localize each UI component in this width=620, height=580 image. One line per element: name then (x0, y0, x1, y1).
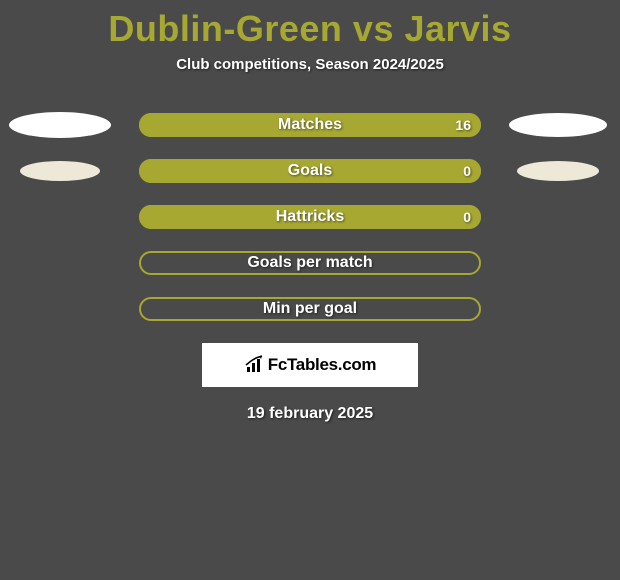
left-oval-icon (9, 112, 111, 138)
stat-value: 0 (463, 159, 471, 183)
stat-row: Matches16 (0, 113, 620, 137)
stat-row: Goals0 (0, 159, 620, 183)
subtitle: Club competitions, Season 2024/2025 (0, 56, 620, 73)
stat-row: Hattricks0 (0, 205, 620, 229)
attribution-box: FcTables.com (202, 343, 418, 387)
stat-value: 16 (455, 113, 471, 137)
title-right: Jarvis (404, 8, 511, 49)
chart-area: Matches16Goals0Hattricks0Goals per match… (0, 113, 620, 321)
stat-bar: Matches16 (139, 113, 481, 137)
stat-bar: Goals per match (139, 251, 481, 275)
stat-label: Goals per match (139, 251, 481, 275)
right-oval-icon (517, 161, 599, 181)
stat-bar: Min per goal (139, 297, 481, 321)
title-left: Dublin-Green (108, 8, 342, 49)
title-vs: vs (342, 8, 404, 49)
stat-label: Matches (139, 113, 481, 137)
stat-label: Hattricks (139, 205, 481, 229)
stat-label: Min per goal (139, 297, 481, 321)
left-oval-icon (20, 161, 100, 181)
stat-bar: Goals0 (139, 159, 481, 183)
stat-bar: Hattricks0 (139, 205, 481, 229)
chart-icon (244, 355, 266, 375)
attribution-logo: FcTables.com (244, 355, 377, 375)
stat-row: Min per goal (0, 297, 620, 321)
stat-row: Goals per match (0, 251, 620, 275)
stat-label: Goals (139, 159, 481, 183)
attribution-text: FcTables.com (268, 355, 377, 375)
right-oval-icon (509, 113, 607, 137)
page-title: Dublin-Green vs Jarvis (0, 0, 620, 50)
date-text: 19 february 2025 (0, 405, 620, 423)
stat-value: 0 (463, 205, 471, 229)
